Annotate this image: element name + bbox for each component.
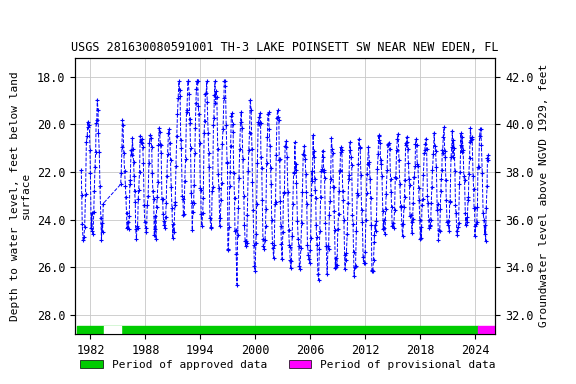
Y-axis label: Depth to water level, feet below land
surface: Depth to water level, feet below land su… <box>9 71 31 321</box>
Legend: Period of approved data, Period of provisional data: Period of approved data, Period of provi… <box>76 356 500 375</box>
Title: USGS 281630080591001 TH-3 LAKE POINSETT SW NEAR NEW EDEN, FL: USGS 281630080591001 TH-3 LAKE POINSETT … <box>71 41 499 54</box>
Y-axis label: Groundwater level above NGVD 1929, feet: Groundwater level above NGVD 1929, feet <box>539 64 549 328</box>
